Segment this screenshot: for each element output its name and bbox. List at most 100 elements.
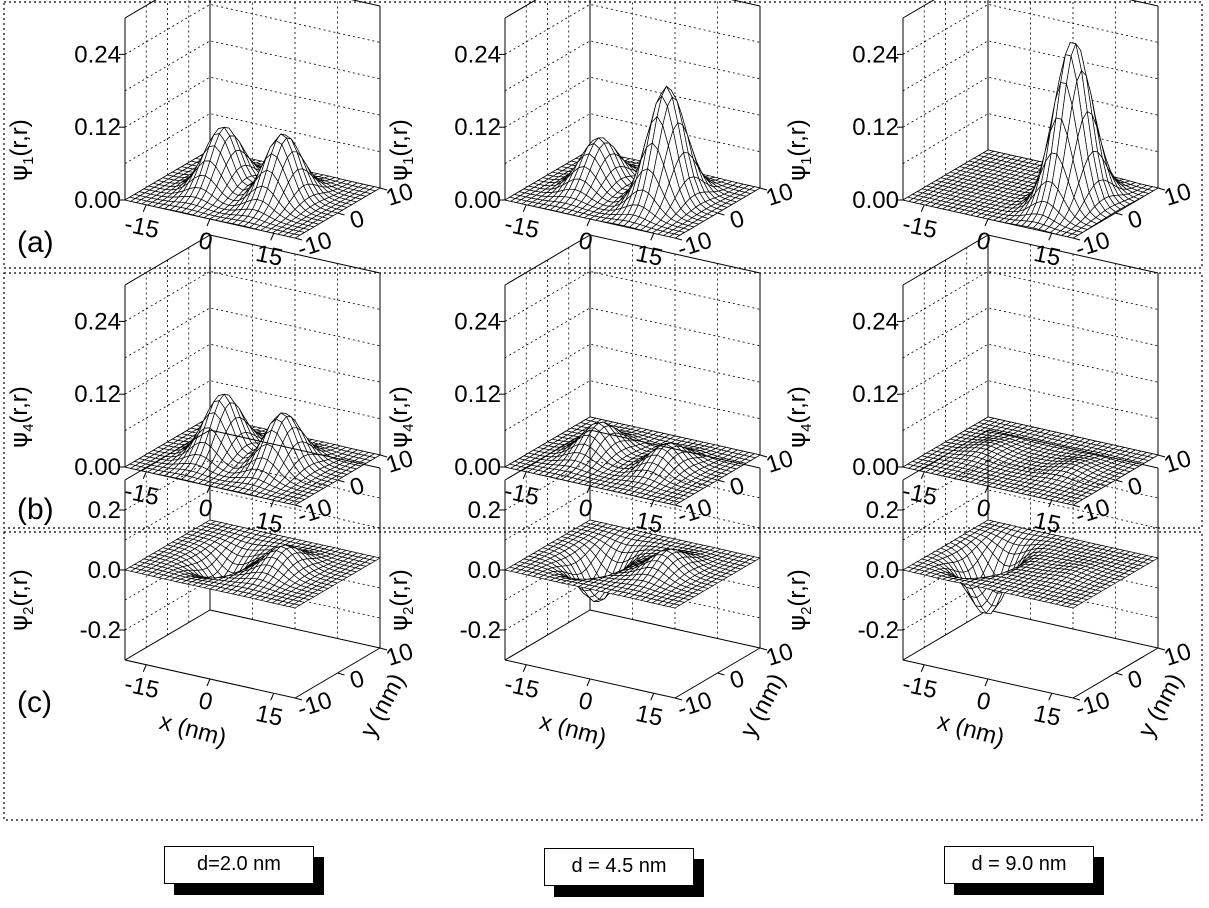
z-tick-label: 0.0 xyxy=(468,557,501,584)
z-tick-label: 0.12 xyxy=(852,114,899,141)
x-tick-label: -15 xyxy=(502,211,542,245)
gridline xyxy=(124,76,381,128)
y-tick xyxy=(337,479,345,483)
surface-mesh xyxy=(902,416,1159,506)
x-tick xyxy=(586,218,591,227)
surface-mesh xyxy=(124,393,381,506)
y-tick xyxy=(379,454,388,458)
x-tick xyxy=(142,664,147,672)
z-tick-label: -0.2 xyxy=(80,617,121,644)
z-axis-label: ψ1(r,r) xyxy=(5,119,37,181)
y-tick xyxy=(674,504,683,508)
y-tick xyxy=(294,237,303,241)
surface-mesh xyxy=(504,85,761,239)
x-tick xyxy=(270,233,275,241)
z-tick-label: 0.2 xyxy=(88,497,121,524)
x-tick xyxy=(522,664,527,672)
surface-mesh xyxy=(902,519,1159,615)
y-tick-label: 10 xyxy=(763,638,797,672)
y-tick xyxy=(337,212,345,216)
x-tick-label: 15 xyxy=(633,240,665,272)
surface-cell xyxy=(288,500,301,506)
y-tick-label: 10 xyxy=(763,178,797,212)
wall-top-edge xyxy=(902,0,1159,19)
y-tick-label: 0 xyxy=(347,472,368,502)
y-tick-label: -10 xyxy=(674,687,715,723)
x-tick-label: 0 xyxy=(196,687,215,716)
surface-mesh xyxy=(124,519,381,609)
y-tick-label: 0 xyxy=(727,205,748,235)
x-tick-label: 15 xyxy=(253,700,285,732)
y-tick xyxy=(759,454,768,458)
z-tick-label: 0.00 xyxy=(852,187,899,214)
z-tick-label: 0.00 xyxy=(852,454,899,481)
z-tick-label: 0.24 xyxy=(852,41,899,68)
x-tick xyxy=(142,204,147,212)
z-axis-label: ψ4(r,r) xyxy=(5,386,37,448)
x-tick xyxy=(1048,233,1053,241)
x-tick xyxy=(522,471,527,479)
y-tick-label: 10 xyxy=(1161,178,1195,212)
y-tick xyxy=(717,672,725,676)
y-tick-label: 0 xyxy=(347,665,368,695)
y-tick xyxy=(379,187,388,191)
z-tick-label: -0.2 xyxy=(460,617,501,644)
x-tick-label: -15 xyxy=(502,671,542,705)
z-tick-label: 0.2 xyxy=(468,497,501,524)
gridline xyxy=(124,343,381,395)
x-tick xyxy=(270,500,275,508)
gridline xyxy=(902,343,1159,395)
gridline xyxy=(504,343,761,395)
y-tick xyxy=(1072,504,1081,508)
y-tick xyxy=(1157,187,1166,191)
row-boxes xyxy=(3,1,1203,821)
surface-cell xyxy=(1066,500,1079,506)
y-tick-label: 0 xyxy=(727,665,748,695)
x-tick xyxy=(270,693,275,701)
z-tick-label: 0.12 xyxy=(74,381,121,408)
x-tick xyxy=(920,204,925,212)
y-tick-label: 10 xyxy=(763,445,797,479)
y-tick xyxy=(759,187,768,191)
x-tick-label: 15 xyxy=(633,700,665,732)
x-tick xyxy=(206,218,211,227)
floor-front-edge xyxy=(124,647,381,699)
z-axis-label: ψ4(r,r) xyxy=(783,386,815,448)
z-tick-label: 0.00 xyxy=(454,454,501,481)
y-tick xyxy=(1157,454,1166,458)
z-axis-label: ψ4(r,r) xyxy=(385,386,417,448)
surface-mesh xyxy=(902,41,1159,239)
y-tick xyxy=(337,672,345,676)
z-tick-label: 0.24 xyxy=(454,41,501,68)
x-tick-label: -15 xyxy=(122,211,162,245)
y-tick xyxy=(1115,212,1123,216)
z-tick-label: 0.12 xyxy=(74,114,121,141)
x-tick xyxy=(522,204,527,212)
surface-cell xyxy=(288,233,301,239)
x-tick-label: -15 xyxy=(502,478,542,512)
y-tick-label: -10 xyxy=(294,687,335,723)
x-tick-label: 0 xyxy=(576,687,595,716)
x-tick-label: 15 xyxy=(1031,240,1063,272)
y-tick xyxy=(1115,479,1123,483)
gridline xyxy=(902,76,1159,128)
x-tick xyxy=(650,500,655,508)
x-tick xyxy=(142,471,147,479)
z-tick-label: 0.00 xyxy=(74,454,121,481)
z-tick-label: 0.00 xyxy=(454,187,501,214)
z-axis-label: ψ1(r,r) xyxy=(385,119,417,181)
panel-label: (c) xyxy=(17,686,52,719)
x-axis-label: x (nm) xyxy=(537,708,610,752)
z-tick-label: 0.12 xyxy=(852,381,899,408)
z-axis-label: ψ2(r,r) xyxy=(385,569,417,631)
panel-label: (b) xyxy=(17,493,54,526)
x-tick xyxy=(650,693,655,701)
x-tick xyxy=(206,678,211,687)
x-tick-label: -15 xyxy=(900,211,940,245)
z-tick-label: 0.24 xyxy=(74,308,121,335)
x-tick-label: -15 xyxy=(122,671,162,705)
